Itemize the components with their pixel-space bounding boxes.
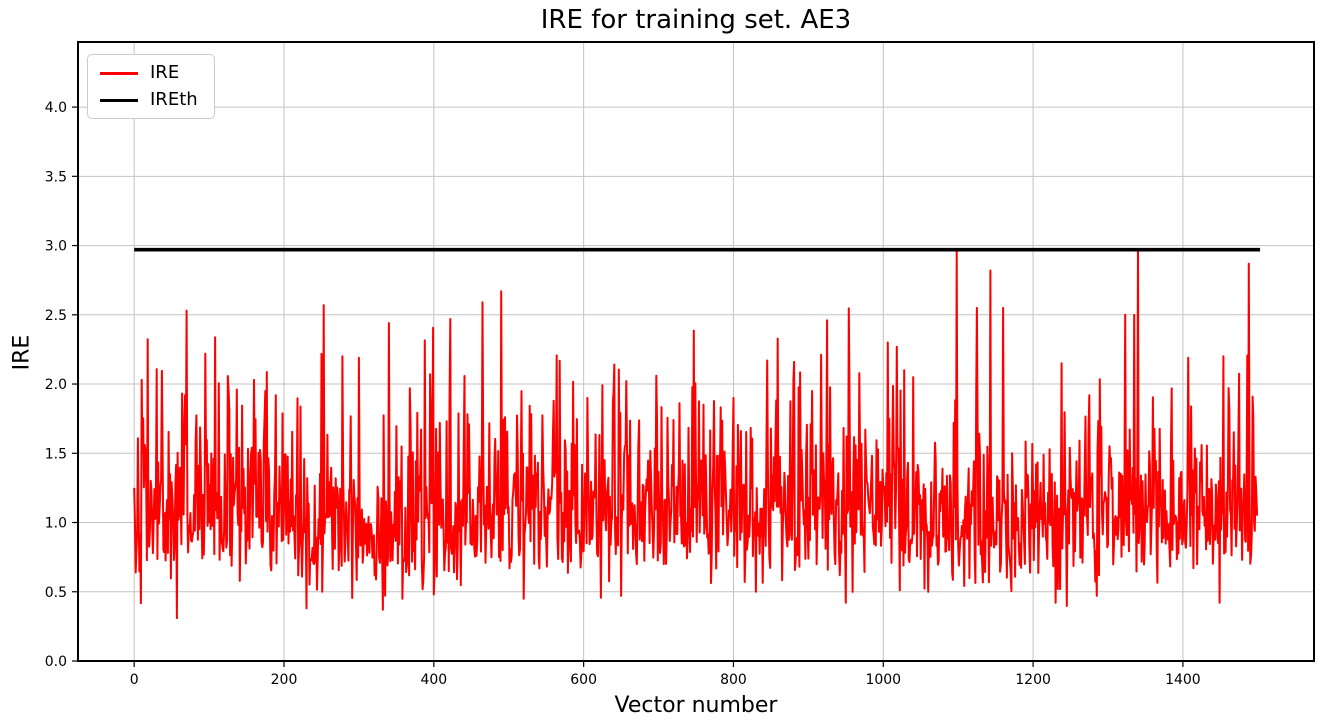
y-tick-label: 0.0	[45, 654, 67, 670]
y-tick-label: 0.5	[45, 585, 67, 601]
gridlines	[78, 42, 1314, 662]
y-tick-label: 1.5	[45, 446, 67, 462]
legend: IRE IREth	[87, 54, 215, 119]
x-tick-label: 1000	[865, 672, 901, 688]
legend-line-swatch-ireth	[100, 98, 138, 102]
legend-label-ire: IRE	[150, 62, 180, 83]
x-tick-label: 1200	[1015, 672, 1051, 688]
y-tick-label: 3.5	[45, 169, 67, 185]
legend-line-swatch-ire	[100, 71, 138, 75]
x-tick-label: 800	[720, 672, 747, 688]
axes-spines	[77, 41, 1315, 662]
x-axis-label: Vector number	[614, 693, 778, 718]
y-tick-label: 2.5	[45, 308, 67, 324]
y-tick-label: 4.0	[45, 100, 67, 116]
y-tick-label: 3.0	[45, 239, 67, 255]
tick-labels: 0 200 400 600 800 1000 1200 1400 0.0 0.5 1.0 1.5 2.0…	[45, 100, 1201, 688]
x-tick-label: 1400	[1165, 672, 1201, 688]
x-tick-label: 600	[570, 672, 597, 688]
chart-title: IRE for training set. AE3	[540, 5, 852, 35]
x-tick-label: 400	[420, 672, 447, 688]
x-tick-label: 0	[130, 672, 139, 688]
y-tick-label: 1.0	[45, 516, 67, 532]
y-tick-label: 2.0	[45, 377, 67, 393]
x-tick-label: 200	[271, 672, 298, 688]
series-ire	[133, 248, 1259, 620]
tick-marks	[72, 106, 1184, 667]
legend-label-ireth: IREth	[150, 89, 198, 110]
legend-item-ire: IRE	[100, 64, 198, 82]
legend-item-ireth: IREth	[100, 91, 198, 109]
